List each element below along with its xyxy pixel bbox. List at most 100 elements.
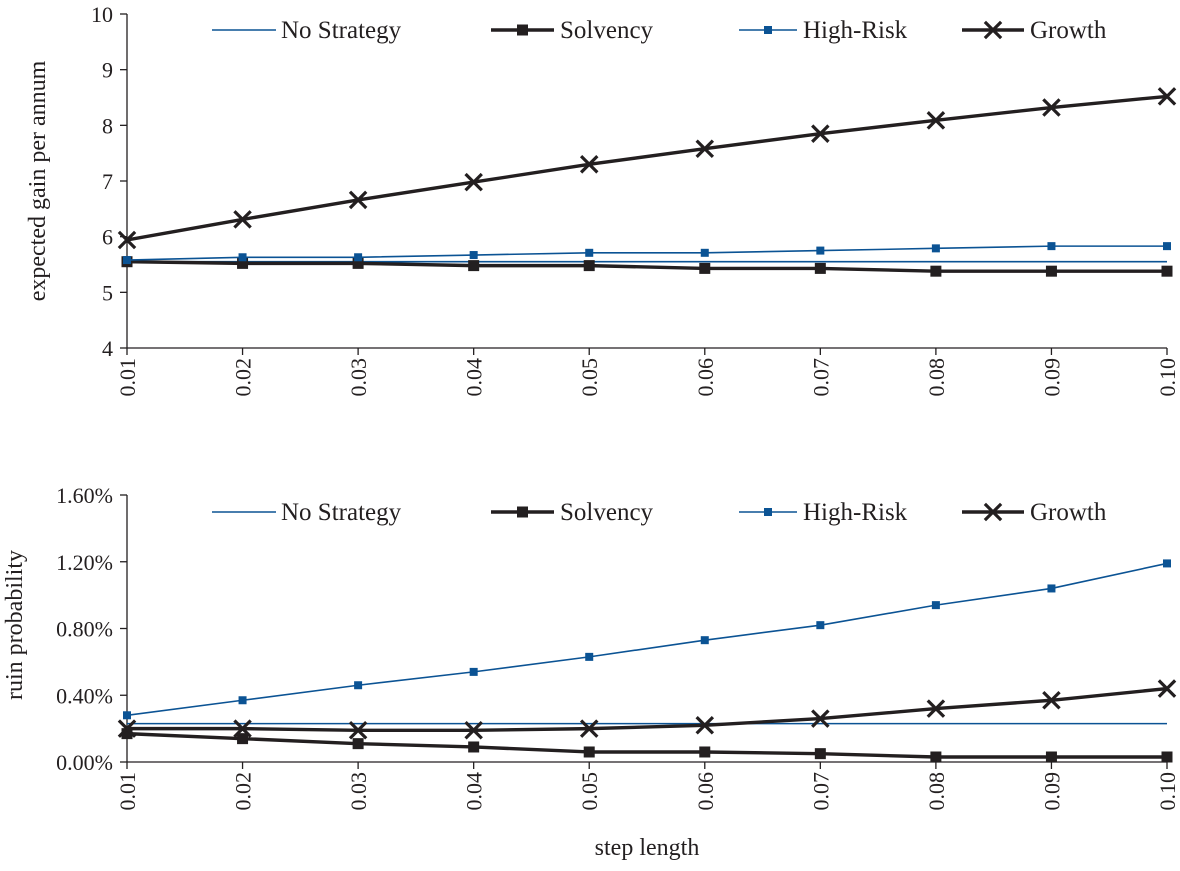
- x-tick-label: 0.10: [1155, 358, 1180, 397]
- data-point: [1163, 559, 1171, 568]
- x-tick-label: 0.10: [1155, 772, 1180, 811]
- legend-item-growth: Growth: [962, 499, 1107, 526]
- data-point: [1042, 690, 1061, 710]
- x-axis-label: step length: [595, 835, 700, 861]
- x-tick-label: 0.04: [462, 772, 487, 811]
- data-point: [1047, 242, 1056, 251]
- data-point: [1047, 584, 1056, 593]
- series-solvency: [121, 728, 1173, 763]
- x-tick-label: 0.07: [808, 358, 833, 397]
- series-line-growth: [126, 94, 1168, 242]
- data-point: [814, 748, 826, 760]
- x-tick-label: 0.02: [231, 772, 256, 811]
- legend-label: Growth: [1030, 17, 1107, 44]
- legend-label: No Strategy: [281, 499, 402, 526]
- legend-item-no-strategy: No Strategy: [212, 499, 402, 526]
- legend-marker: [983, 20, 1003, 40]
- series-solvency: [121, 256, 1173, 277]
- data-point: [1045, 265, 1057, 277]
- y-tick-label: 1.60%: [56, 483, 113, 508]
- legend-label: No Strategy: [281, 17, 402, 44]
- data-point: [468, 741, 480, 753]
- data-point: [699, 262, 711, 274]
- y-tick-label: 1.20%: [56, 550, 113, 575]
- data-point: [348, 721, 368, 740]
- data-point: [121, 728, 133, 740]
- legend-item-solvency: Solvency: [491, 17, 654, 44]
- data-point: [930, 751, 942, 763]
- legend-marker: [517, 506, 528, 518]
- series-growth: [117, 679, 1177, 740]
- data-point: [811, 709, 830, 728]
- x-tick-label: 0.04: [462, 358, 487, 397]
- x-tick-label: 0.07: [808, 772, 833, 811]
- series-growth: [117, 87, 1177, 250]
- y-tick-label: 4: [102, 336, 113, 361]
- data-point: [464, 721, 483, 740]
- data-point: [468, 260, 480, 272]
- legend-item-high-risk: High-Risk: [739, 499, 908, 526]
- y-tick-label: 0.80%: [56, 617, 113, 642]
- legend-label: High-Risk: [803, 17, 908, 44]
- x-tick-label: 0.02: [231, 358, 256, 397]
- data-point: [233, 719, 252, 738]
- data-point: [699, 746, 711, 758]
- series-line-solvency: [126, 731, 1167, 759]
- bottom-chart-panel: 0.00% 0.40% 0.80% 1.20% 1.60% 0.01 0.02 0.03 0.0…: [2, 483, 1180, 861]
- x-tick-label: 0.03: [346, 358, 371, 397]
- data-point: [700, 248, 709, 257]
- data-point: [354, 681, 363, 690]
- x-tick-label: 0.09: [1039, 772, 1064, 811]
- data-point: [1161, 265, 1173, 277]
- data-point: [1161, 751, 1173, 763]
- data-point: [348, 190, 368, 210]
- x-tick-label: 0.08: [924, 772, 949, 811]
- data-point: [469, 251, 478, 260]
- y-tick-label: 5: [102, 280, 113, 305]
- x-tick-label: 0.09: [1039, 358, 1064, 397]
- legend-item-growth: Growth: [962, 17, 1107, 44]
- data-point: [931, 244, 940, 253]
- legend-item-solvency: Solvency: [491, 499, 654, 526]
- x-tick-label: 0.06: [693, 772, 718, 811]
- data-point: [931, 601, 940, 610]
- data-point: [237, 733, 249, 745]
- data-point: [1157, 87, 1177, 106]
- y-axis-label: expected gain per annum: [25, 60, 51, 301]
- data-point: [233, 210, 252, 229]
- data-point: [1157, 679, 1177, 698]
- series-high-risk: [123, 242, 1171, 265]
- data-point: [585, 248, 594, 257]
- data-point: [469, 667, 478, 676]
- y-tick-label: 0.00%: [56, 750, 113, 775]
- y-tick-label: 10: [91, 2, 113, 27]
- x-tick-label: 0.05: [577, 358, 602, 397]
- legend-label: Growth: [1030, 499, 1107, 526]
- x-tick-label: 0.01: [115, 772, 140, 811]
- x-tick-label: 0.08: [924, 358, 949, 397]
- legend-label: Solvency: [560, 17, 654, 44]
- data-point: [1042, 98, 1061, 117]
- data-point: [816, 621, 825, 630]
- data-point: [352, 738, 364, 750]
- legend-marker: [764, 508, 772, 516]
- y-tick-label: 8: [102, 113, 113, 138]
- legend-marker: [517, 24, 528, 36]
- series-line-solvency: [126, 260, 1167, 273]
- data-point: [926, 111, 946, 130]
- series-high-risk: [123, 559, 1171, 720]
- data-point: [579, 155, 599, 174]
- legend-item-no-strategy: No Strategy: [212, 17, 402, 44]
- data-point: [1163, 242, 1171, 251]
- series-line-high-risk: [126, 245, 1167, 261]
- data-point: [583, 746, 595, 758]
- data-point: [123, 256, 131, 265]
- y-tick-label: 9: [102, 58, 113, 83]
- data-point: [930, 265, 942, 277]
- data-point: [583, 260, 595, 272]
- data-point: [700, 636, 709, 645]
- top-chart-panel: 4 5 6 7 8 9 10 0.01 0.02 0.03 0.04 0.05 0.06 0.07 0.08…: [25, 2, 1180, 397]
- legend-label: High-Risk: [803, 499, 908, 526]
